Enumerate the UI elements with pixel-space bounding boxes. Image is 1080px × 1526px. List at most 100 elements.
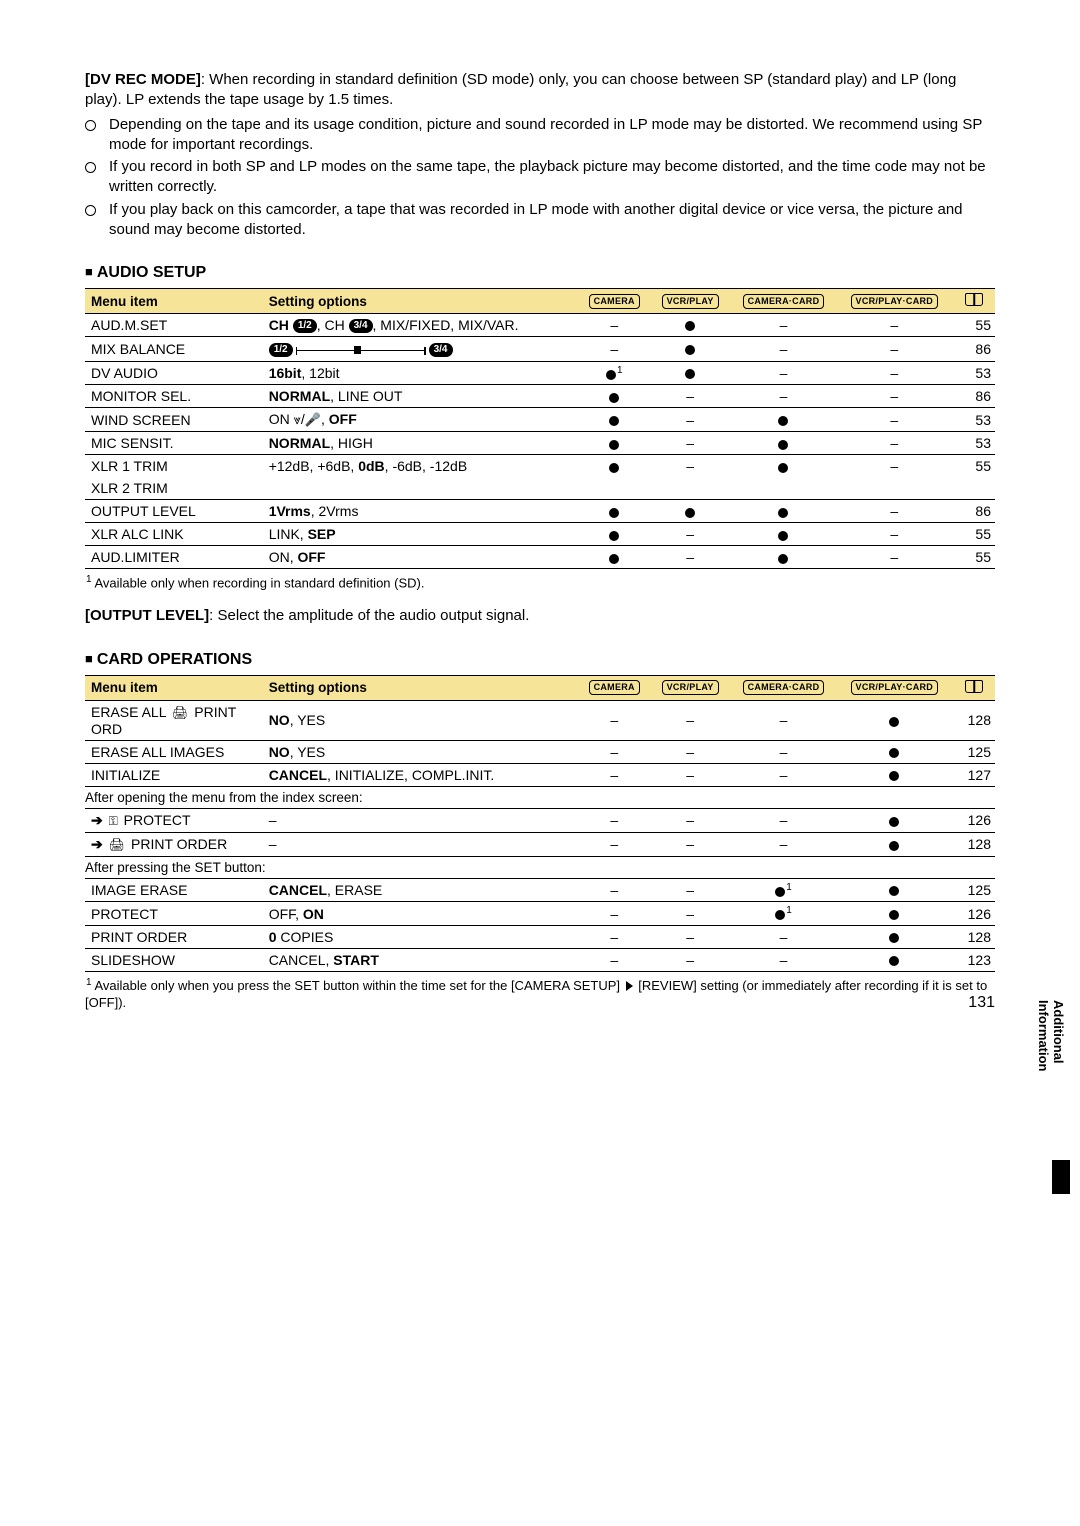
setting-cell: – <box>263 808 578 832</box>
mode-cell: – <box>578 902 651 926</box>
dot-icon <box>778 463 788 473</box>
dot-icon <box>889 771 899 781</box>
dot-icon <box>685 321 695 331</box>
table-row: MIX BALANCE1/23/4–––86 <box>85 337 995 361</box>
dot-icon <box>775 910 785 920</box>
mode-cell: – <box>578 808 651 832</box>
col-menu-header: Menu item <box>85 675 263 700</box>
page-cell: 123 <box>951 949 995 972</box>
table-row: DV AUDIO16bit, 12bit1––53 <box>85 361 995 385</box>
mode-cell <box>837 878 951 902</box>
menu-item-cell: WIND SCREEN <box>85 408 263 432</box>
menu-item-cell: AUD.M.SET <box>85 314 263 337</box>
menu-item-cell: XLR 1 TRIM <box>85 455 263 478</box>
table-row: OUTPUT LEVEL1Vrms, 2Vrms–86 <box>85 500 995 523</box>
mode-cell <box>837 926 951 949</box>
mode-cell: – <box>730 832 838 856</box>
intro-bullet: Depending on the tape and its usage cond… <box>85 115 995 156</box>
manual-page: [DV REC MODE]: When recording in standar… <box>0 0 1080 1052</box>
table-row: ERASE ALL IMAGESNO, YES–––125 <box>85 740 995 763</box>
setting-cell: CANCEL, ERASE <box>263 878 578 902</box>
dot-icon <box>609 440 619 450</box>
table-row: ERASE ALL 🖨 PRINT ORDNO, YES–––128 <box>85 700 995 740</box>
setting-cell: 1Vrms, 2Vrms <box>263 500 578 523</box>
audio-footnote: 1 Available only when recording in stand… <box>85 573 995 592</box>
dot-icon <box>778 416 788 426</box>
menu-item-cell: ERASE ALL IMAGES <box>85 740 263 763</box>
page-cell: 127 <box>951 763 995 786</box>
page-cell: 126 <box>951 902 995 926</box>
col-mode-header: VCR/PLAY·CARD <box>837 289 951 314</box>
mode-cell: – <box>730 700 838 740</box>
page-cell: 125 <box>951 878 995 902</box>
menu-item-cell: OUTPUT LEVEL <box>85 500 263 523</box>
dot-icon <box>778 440 788 450</box>
menu-item-cell: ➔ 🖨 PRINT ORDER <box>85 832 263 856</box>
mode-cell: – <box>578 832 651 856</box>
mode-cell: – <box>651 878 730 902</box>
mode-cell: – <box>730 926 838 949</box>
intro-section: [DV REC MODE]: When recording in standar… <box>85 70 995 240</box>
setting-cell: CANCEL, START <box>263 949 578 972</box>
setting-cell: NORMAL, LINE OUT <box>263 385 578 408</box>
setting-cell: 0 COPIES <box>263 926 578 949</box>
table-row: XLR ALC LINKLINK, SEP––55 <box>85 523 995 546</box>
dot-icon <box>609 554 619 564</box>
mode-cell: – <box>651 700 730 740</box>
side-tab-bar <box>1052 1160 1070 1194</box>
setting-cell: +12dB, +6dB, 0dB, -6dB, -12dB <box>263 455 578 478</box>
page-cell: 125 <box>951 740 995 763</box>
dot-icon <box>609 416 619 426</box>
page-number: 131 <box>968 994 995 1012</box>
mode-cell <box>837 949 951 972</box>
menu-item-cell: PRINT ORDER <box>85 926 263 949</box>
col-mode-header: CAMERA <box>578 289 651 314</box>
card-table: Menu item Setting options CAMERA VCR/PLA… <box>85 675 995 972</box>
dot-icon <box>775 887 785 897</box>
dot-icon <box>609 393 619 403</box>
menu-item-cell: IMAGE ERASE <box>85 878 263 902</box>
mode-cell: – <box>651 926 730 949</box>
setting-cell: NO, YES <box>263 700 578 740</box>
mode-cell: – <box>578 740 651 763</box>
mode-cell: – <box>651 902 730 926</box>
mode-cell <box>837 808 951 832</box>
mode-cell: – <box>578 700 651 740</box>
setting-cell: NO, YES <box>263 740 578 763</box>
table-row: WIND SCREENON ⩔/🎤, OFF––53 <box>85 408 995 432</box>
audio-table: Menu item Setting options CAMERA VCR/PLA… <box>85 288 995 569</box>
setting-cell: NORMAL, HIGH <box>263 432 578 455</box>
table-row: MONITOR SEL.NORMAL, LINE OUT–––86 <box>85 385 995 408</box>
card-footnote-text: Available only when you press the SET bu… <box>85 978 987 1010</box>
intro-heading: [DV REC MODE]: When recording in standar… <box>85 70 995 111</box>
setting-cell: LINK, SEP <box>263 523 578 546</box>
page-cell: 128 <box>951 832 995 856</box>
menu-item-cell: MIC SENSIT. <box>85 432 263 455</box>
dot-icon <box>606 370 616 380</box>
dot-icon <box>685 345 695 355</box>
dot-icon <box>889 956 899 966</box>
mode-cell <box>837 832 951 856</box>
setting-cell: ON ⩔/🎤, OFF <box>263 408 578 432</box>
dot-icon <box>685 508 695 518</box>
table-row: ➔ 🖨 PRINT ORDER––––128 <box>85 832 995 856</box>
mode-cell: – <box>730 763 838 786</box>
table-row: AUD.LIMITERON, OFF––55 <box>85 546 995 569</box>
table-row: ➔ ⚿ PROTECT––––126 <box>85 808 995 832</box>
dot-icon <box>609 508 619 518</box>
output-level-para: [OUTPUT LEVEL]: Select the amplitude of … <box>85 606 995 626</box>
menu-item-cell: AUD.LIMITER <box>85 546 263 569</box>
intro-bullet: If you record in both SP and LP modes on… <box>85 157 995 198</box>
menu-item-cell: INITIALIZE <box>85 763 263 786</box>
audio-section-title: AUDIO SETUP <box>85 264 995 282</box>
dot-icon <box>889 841 899 851</box>
card-footnote: 1 Available only when you press the SET … <box>85 976 995 1012</box>
mode-cell <box>837 763 951 786</box>
col-mode-header: CAMERA·CARD <box>730 289 838 314</box>
mode-cell <box>837 740 951 763</box>
col-setting-header: Setting options <box>263 675 578 700</box>
table-row: IMAGE ERASECANCEL, ERASE––1125 <box>85 878 995 902</box>
menu-item-cell: XLR 2 TRIM <box>85 477 263 500</box>
dot-icon <box>889 910 899 920</box>
mode-cell: – <box>651 949 730 972</box>
